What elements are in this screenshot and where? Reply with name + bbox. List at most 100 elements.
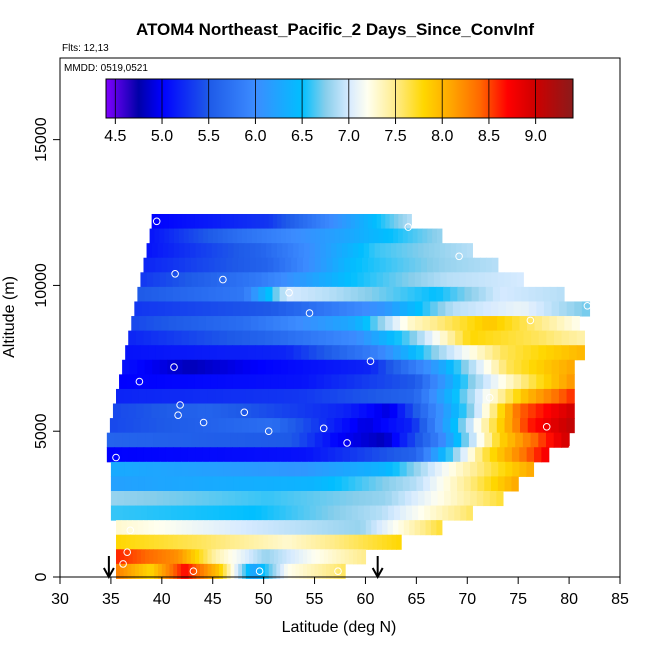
heatmap-cell — [273, 316, 282, 332]
heatmap-cell — [461, 359, 470, 375]
heatmap-cell — [195, 505, 202, 521]
heatmap-cell — [222, 286, 231, 302]
heatmap-cell — [285, 505, 293, 521]
heatmap-cell — [566, 301, 575, 317]
heatmap-cell — [172, 476, 180, 492]
heatmap-cell — [477, 330, 487, 346]
heatmap-cell — [497, 316, 506, 332]
heatmap-cell — [293, 272, 301, 288]
latitude-arrow — [102, 556, 115, 580]
heatmap-cell — [249, 257, 257, 273]
heatmap-cell — [164, 301, 173, 317]
sample-point — [305, 309, 314, 317]
heatmap-cell — [421, 272, 429, 288]
heatmap-cell — [367, 534, 374, 550]
heatmap-cell — [186, 549, 192, 565]
heatmap-cell — [299, 388, 308, 405]
heatmap-cell — [277, 213, 283, 230]
heatmap-cell — [400, 505, 407, 521]
heatmap-cell — [446, 345, 455, 361]
heatmap-cell — [245, 388, 255, 405]
heatmap-cell — [372, 286, 380, 302]
heatmap-cell — [420, 520, 427, 536]
heatmap-cell — [280, 418, 289, 434]
heatmap-cell — [257, 549, 263, 565]
heatmap-cell — [244, 286, 252, 302]
heatmap-cell — [459, 272, 467, 288]
heatmap-cell — [136, 447, 145, 463]
heatmap-cell — [195, 243, 202, 259]
heatmap-cell — [253, 549, 258, 565]
heatmap-cell — [561, 432, 570, 448]
heatmap-cell — [165, 563, 171, 579]
heatmap-cell — [391, 490, 399, 507]
heatmap-cell — [486, 257, 493, 273]
heatmap-cell — [255, 505, 263, 521]
heatmap-cell — [314, 257, 322, 273]
heatmap-cell — [541, 316, 551, 332]
heatmap-cell — [357, 461, 366, 477]
heatmap-cell — [145, 432, 154, 448]
heatmap-row — [110, 505, 473, 521]
heatmap-cell — [331, 272, 339, 288]
heatmap-cell — [357, 418, 366, 434]
heatmap-cell — [333, 213, 339, 230]
heatmap-cell — [140, 418, 150, 434]
heatmap-cell — [407, 301, 416, 317]
heatmap-cell — [506, 301, 515, 317]
heatmap-cell — [391, 534, 397, 550]
heatmap-cell — [386, 447, 395, 463]
heatmap-cell — [212, 476, 221, 492]
heatmap-cell — [489, 418, 498, 434]
heatmap-cell — [235, 359, 244, 375]
heatmap-cell — [173, 534, 179, 550]
heatmap-cell — [325, 316, 334, 332]
heatmap-cell — [210, 374, 219, 390]
heatmap-cell — [386, 534, 393, 550]
heatmap-cell — [138, 388, 148, 405]
heatmap-cell — [526, 461, 535, 477]
heatmap-cell — [460, 505, 467, 521]
heatmap-cell — [402, 213, 408, 230]
heatmap-cell — [285, 345, 295, 361]
heatmap-cell — [481, 403, 491, 419]
heatmap-cell — [372, 213, 378, 230]
heatmap-cell — [451, 403, 460, 419]
heatmap-cell — [422, 301, 431, 317]
heatmap-cell — [367, 257, 375, 273]
heatmap-cell — [419, 418, 428, 434]
heatmap-cell — [346, 213, 352, 230]
heatmap-cell — [402, 272, 410, 288]
heatmap-cell — [223, 461, 232, 477]
heatmap-cell — [207, 549, 213, 565]
heatmap-cell — [467, 374, 477, 390]
heatmap-cell — [408, 359, 417, 375]
heatmap-cell — [359, 213, 365, 230]
heatmap-cell — [299, 563, 304, 579]
heatmap-cell — [197, 403, 206, 419]
heatmap-cell — [429, 316, 439, 332]
heatmap-cell — [343, 403, 352, 419]
heatmap-cell — [535, 286, 544, 302]
heatmap-cell — [126, 520, 133, 536]
heatmap-cell — [171, 505, 178, 521]
heatmap-cell — [158, 447, 167, 463]
heatmap-cell — [339, 534, 345, 550]
heatmap-cell — [470, 330, 479, 346]
heatmap-cell — [485, 286, 494, 302]
heatmap-cell — [380, 213, 386, 230]
heatmap-cell — [538, 345, 547, 361]
heatmap-cell — [377, 345, 386, 361]
heatmap-cell — [354, 228, 360, 244]
heatmap-row — [140, 272, 524, 288]
heatmap-cell — [199, 213, 205, 230]
heatmap-cell — [519, 447, 528, 463]
heatmap-cell — [234, 330, 243, 346]
heatmap-cell — [203, 213, 209, 230]
heatmap-cell — [204, 359, 214, 375]
heatmap-cell — [461, 432, 470, 448]
heatmap-cell — [452, 316, 461, 332]
heatmap-cell — [140, 549, 146, 565]
heatmap-cell — [452, 447, 461, 463]
heatmap-cell — [214, 432, 223, 448]
